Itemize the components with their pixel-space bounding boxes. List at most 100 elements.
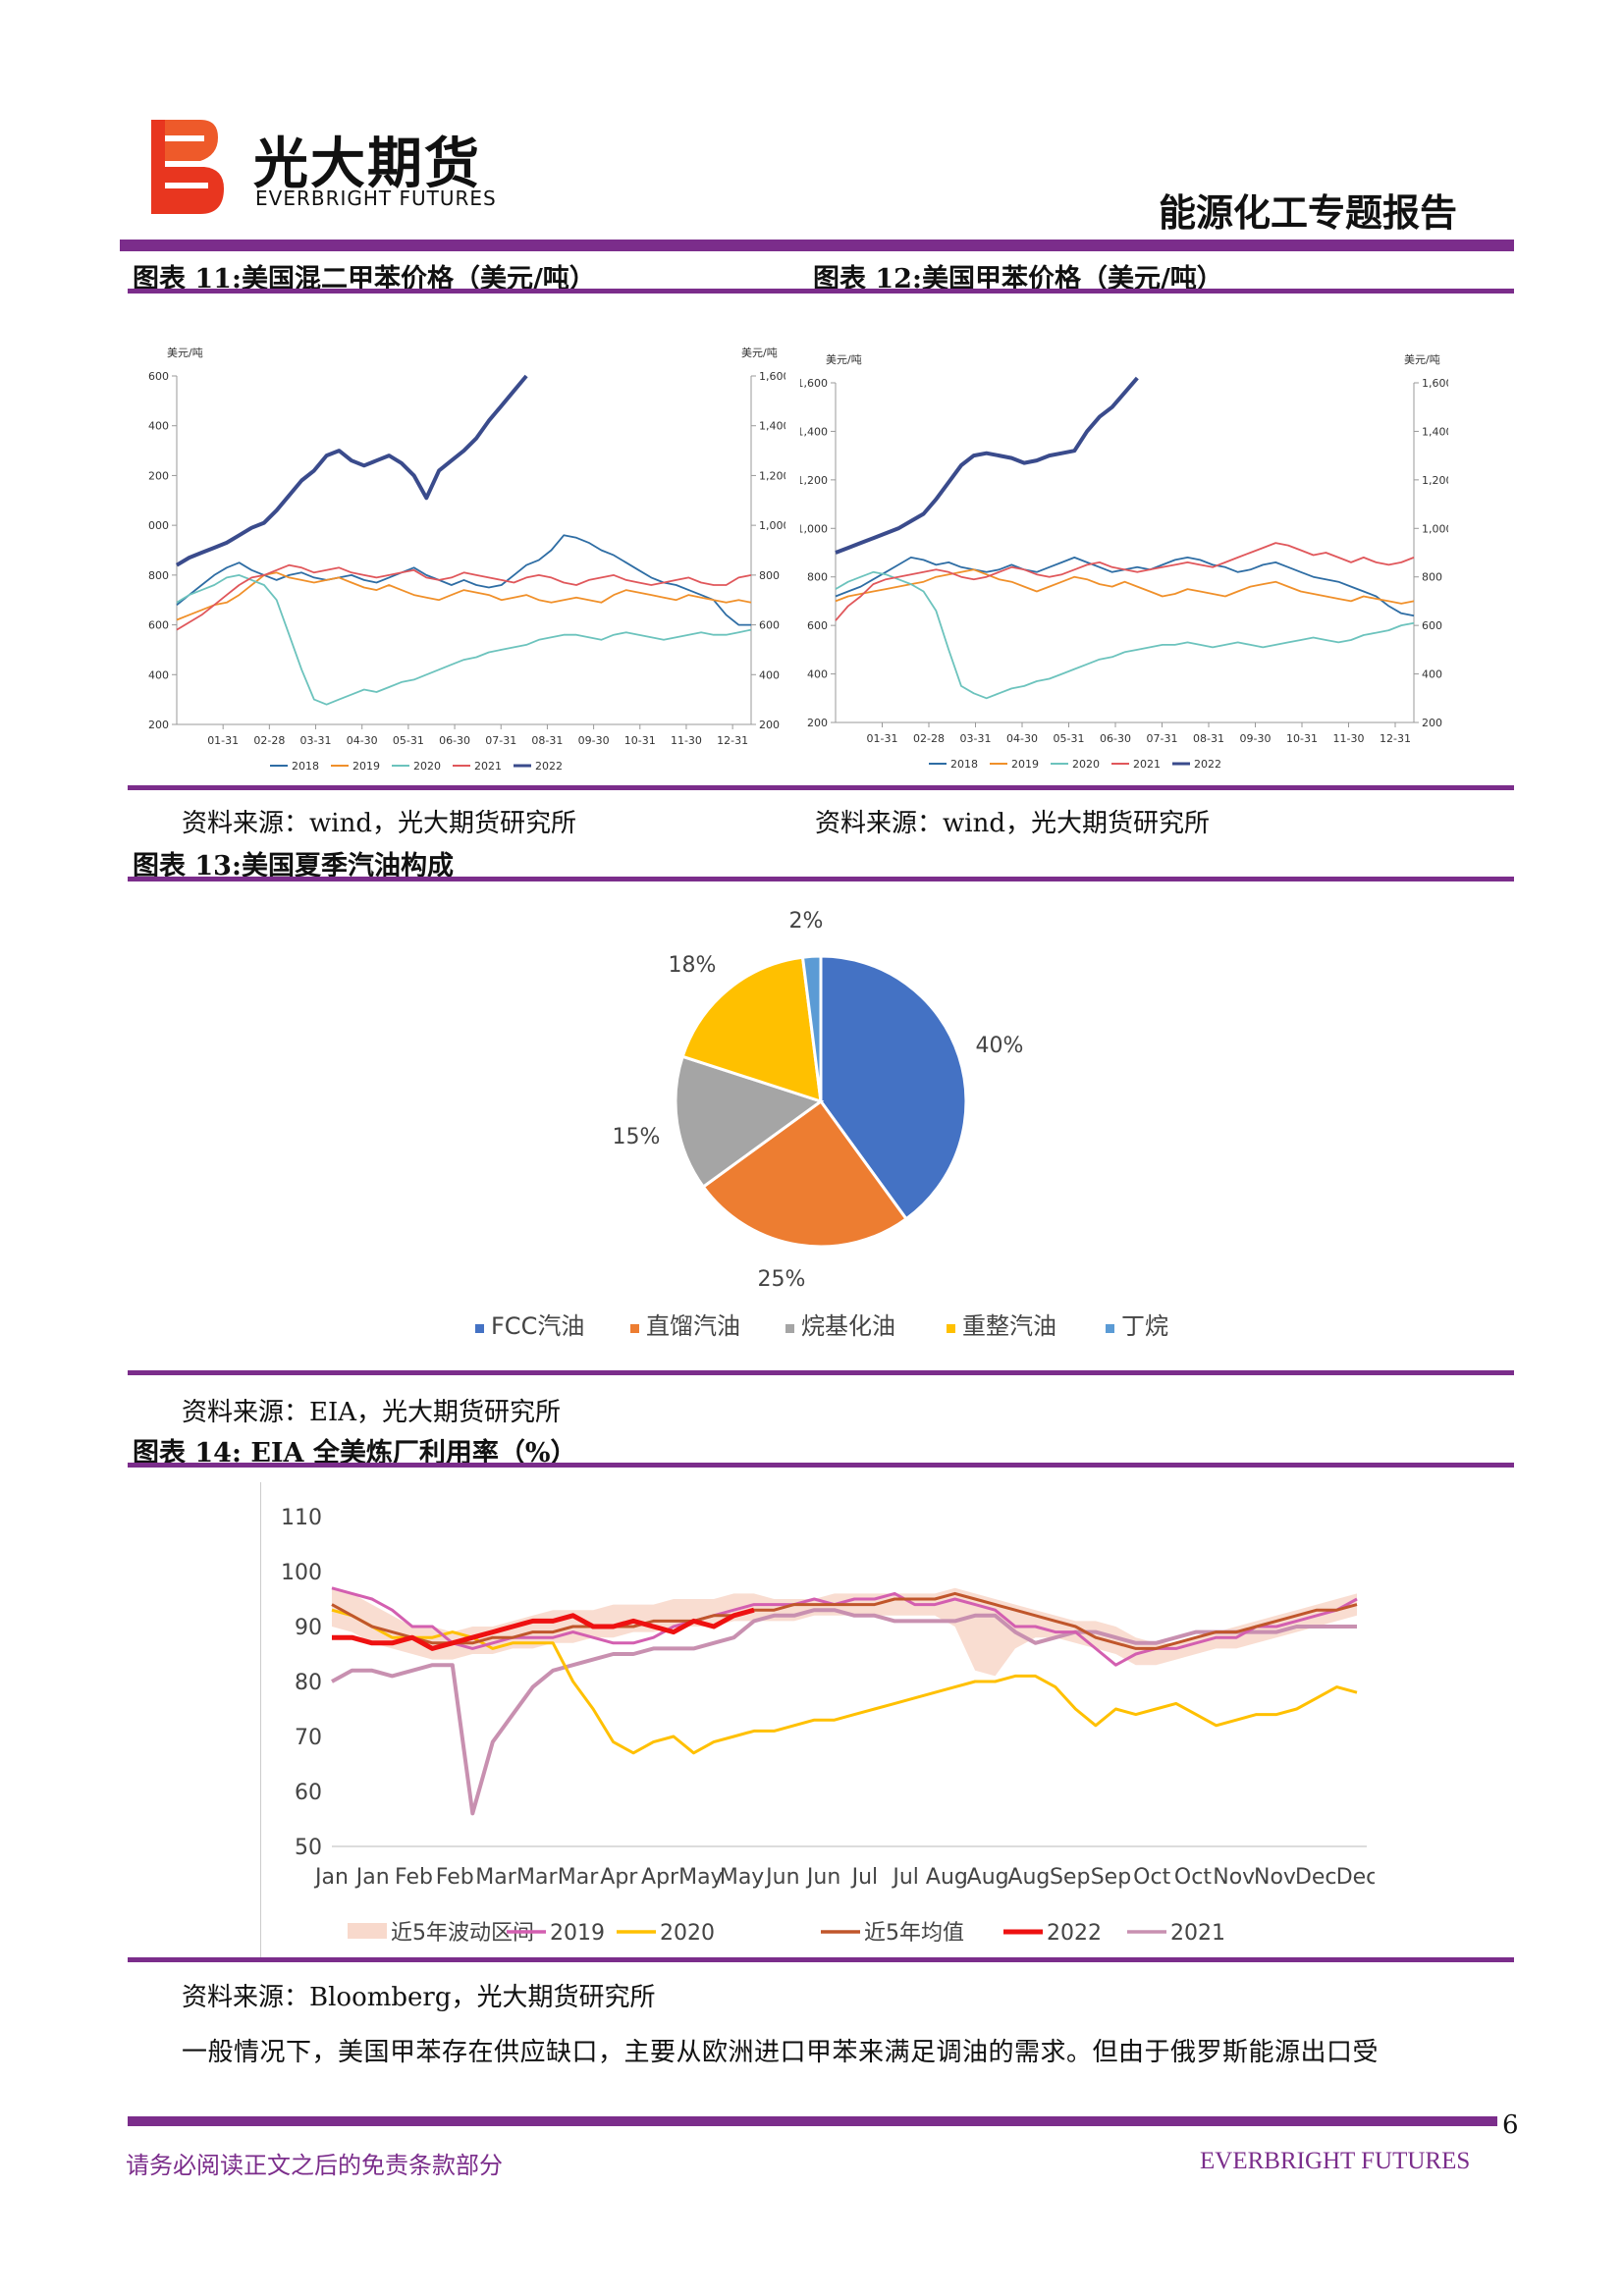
x-tick-label: Aug xyxy=(967,1865,1009,1890)
series-line-2022 xyxy=(175,374,528,567)
pie-legend-label-重整汽油: 重整汽油 xyxy=(962,1312,1056,1340)
x-tick-label: Jun xyxy=(764,1865,799,1890)
x-tick-label: 05-31 xyxy=(393,734,424,747)
legend-label-2022: 2022 xyxy=(1047,1921,1102,1946)
x-tick-label: Mar xyxy=(516,1865,558,1890)
fig13-title-rule xyxy=(128,877,1514,881)
x-tick-label: 11-30 xyxy=(671,734,702,747)
y-tick-label-right: 200 xyxy=(1422,717,1442,729)
series-line-2019 xyxy=(176,571,752,621)
x-tick-label: Jan xyxy=(354,1865,390,1890)
unit-label-right: 美元/吨 xyxy=(741,347,778,359)
x-tick-label: 11-30 xyxy=(1333,732,1365,745)
legend-label-2021: 2021 xyxy=(474,760,502,773)
body-paragraph: 一般情况下，美国甲苯存在供应缺口，主要从欧洲进口甲苯来满足调油的需求。但由于俄罗… xyxy=(182,2038,1380,2067)
pie-legend-swatch-烷基化油 xyxy=(785,1324,794,1333)
x-tick-label: Apr xyxy=(641,1865,679,1890)
y-tick-label-left: 1,200 xyxy=(800,474,828,487)
x-tick-label: Aug xyxy=(1007,1865,1050,1890)
company-name-cn: 光大期货 xyxy=(253,133,481,196)
y-tick-label-right: 1,600 xyxy=(759,370,785,383)
y-tick-label-left: 400 xyxy=(148,668,169,681)
pie-legend-label-丁烷: 丁烷 xyxy=(1121,1312,1168,1340)
y-tick-label-left: 200 xyxy=(148,719,169,731)
legend-label-2020: 2020 xyxy=(413,760,441,773)
x-tick-label: Aug xyxy=(926,1865,968,1890)
y-tick-label-right: 800 xyxy=(759,569,780,582)
x-tick-label: 02-28 xyxy=(253,734,285,747)
x-tick-label: 06-30 xyxy=(1100,732,1131,745)
pie-legend-label-烷基化油: 烷基化油 xyxy=(801,1312,895,1340)
y-tick-label-left: 1,000 xyxy=(800,522,828,535)
fig13-source: 资料来源：EIA，光大期货研究所 xyxy=(182,1398,562,1427)
y-tick-label: 50 xyxy=(295,1836,322,1860)
y-tick-label: 90 xyxy=(295,1616,322,1640)
x-tick-label: 07-31 xyxy=(485,734,516,747)
footer-disclaimer: 请务必阅读正文之后的免责条款部分 xyxy=(126,2152,503,2179)
y-tick-label-right: 1,400 xyxy=(1422,425,1448,438)
legend-label-近5年均值: 近5年均值 xyxy=(864,1921,964,1946)
pie-legend-swatch-FCC汽油 xyxy=(475,1324,484,1333)
y-tick-label-left: 1,000 xyxy=(147,519,169,532)
x-tick-label: Feb xyxy=(395,1865,433,1890)
y-tick-label-right: 1,200 xyxy=(1422,474,1448,487)
x-tick-label: Jul xyxy=(891,1865,919,1890)
x-tick-label: 03-31 xyxy=(300,734,332,747)
x-tick-label: Dec xyxy=(1336,1865,1375,1890)
y-tick-label-right: 1,200 xyxy=(759,469,785,482)
y-tick-label-right: 1,400 xyxy=(759,420,785,433)
y-tick-label-left: 1,600 xyxy=(147,370,169,383)
x-tick-label: 12-31 xyxy=(717,734,748,747)
legend-label-2019: 2019 xyxy=(550,1921,605,1946)
x-tick-label: Oct xyxy=(1174,1865,1212,1890)
y-tick-label-left: 1,400 xyxy=(800,425,828,438)
pie-label-重整汽油: 18% xyxy=(669,953,717,978)
pie-label-丁烷: 2% xyxy=(789,909,824,934)
series-line-2018 xyxy=(176,534,751,626)
fig14-frame-left xyxy=(260,1482,261,1958)
company-name-en: EVERBRIGHT FUTURES xyxy=(255,187,497,210)
legend-label-2019: 2019 xyxy=(1011,758,1039,771)
series-line-2019 xyxy=(331,1586,1358,1667)
x-tick-label: 08-31 xyxy=(531,734,563,747)
y-tick-label-left: 800 xyxy=(807,571,828,584)
x-tick-label: Jun xyxy=(805,1865,840,1890)
fig11-bottom-rule xyxy=(128,785,1514,790)
y-tick-label-right: 800 xyxy=(1422,571,1442,584)
x-tick-label: 10-31 xyxy=(624,734,656,747)
legend-label-2020: 2020 xyxy=(1072,758,1100,771)
pie-slice-直馏汽油 xyxy=(701,1098,909,1249)
pie-slice-丁烷 xyxy=(800,954,823,1102)
x-tick-label: 07-31 xyxy=(1147,732,1178,745)
fig14-title-rule xyxy=(128,1463,1514,1468)
y-tick-label-left: 600 xyxy=(148,619,169,632)
pie-legend-swatch-重整汽油 xyxy=(947,1324,955,1333)
series-line-2021 xyxy=(331,1608,1357,1816)
unit-label-left: 美元/吨 xyxy=(167,347,203,359)
x-tick-label: 01-31 xyxy=(207,734,239,747)
x-tick-label: 04-30 xyxy=(1006,732,1038,745)
x-tick-label: Oct xyxy=(1133,1865,1170,1890)
fig12-chart: 美元/吨 美元/吨 1,600 1,600 1,400 1,400 1,200 1,200 1,… xyxy=(800,353,1448,771)
y-tick-label-left: 400 xyxy=(807,668,828,681)
report-type: 能源化工专题报告 xyxy=(1159,190,1458,235)
fig12-source: 资料来源：wind，光大期货研究所 xyxy=(815,809,1210,838)
series-line-近5年均值 xyxy=(331,1591,1358,1650)
x-tick-label: 09-30 xyxy=(578,734,610,747)
y-tick-label-right: 200 xyxy=(759,719,780,731)
fig14-source: 资料来源：Bloomberg，光大期货研究所 xyxy=(182,1983,656,2012)
x-tick-label: May xyxy=(678,1865,723,1890)
x-tick-label: 08-31 xyxy=(1193,732,1224,745)
header-logo xyxy=(149,118,228,216)
band-area xyxy=(332,1587,1357,1677)
series-line-2020 xyxy=(176,573,752,706)
y-tick-label-left: 1,400 xyxy=(147,420,169,433)
y-tick-label-right: 1,000 xyxy=(759,519,785,532)
footer-divider xyxy=(128,2116,1497,2126)
pie-slice-重整汽油 xyxy=(680,955,823,1104)
legend-label-2021: 2021 xyxy=(1170,1921,1225,1946)
x-tick-label: 03-31 xyxy=(960,732,992,745)
x-tick-label: Jul xyxy=(850,1865,879,1890)
legend-swatch-近5年波动区间 xyxy=(348,1923,387,1939)
